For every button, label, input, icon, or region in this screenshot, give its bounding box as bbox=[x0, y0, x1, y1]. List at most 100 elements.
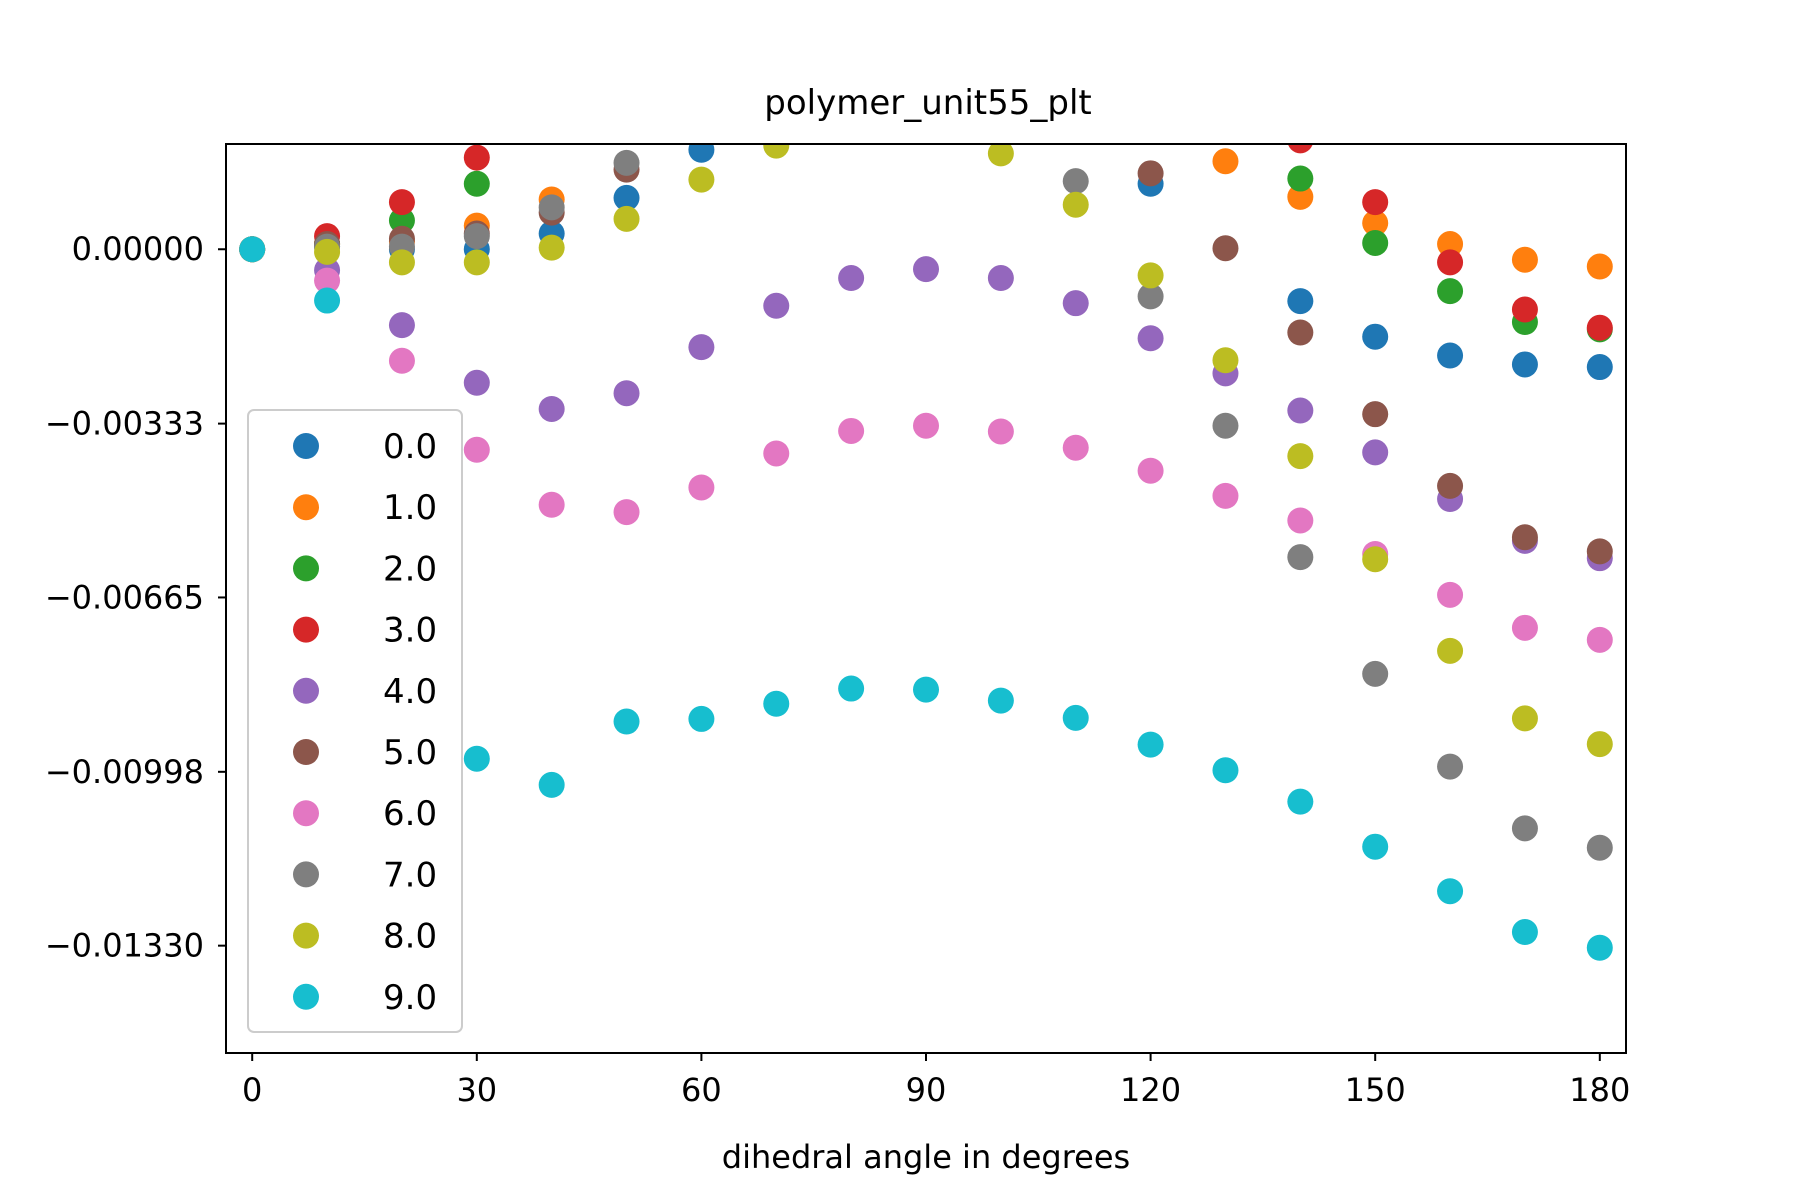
legend-marker-8 bbox=[293, 922, 319, 949]
data-point-series-6-9 bbox=[913, 412, 939, 439]
data-point-series-3-17 bbox=[1511, 296, 1538, 323]
data-point-series-8-16 bbox=[1437, 637, 1464, 664]
data-point-series-9-8 bbox=[838, 675, 865, 702]
data-point-series-6-7 bbox=[763, 440, 790, 467]
legend-label-7: 7.0 bbox=[383, 855, 437, 895]
legend-marker-4 bbox=[293, 677, 319, 704]
data-point-series-4-4 bbox=[538, 395, 565, 422]
data-point-series-9-7 bbox=[763, 690, 790, 717]
legend-label-4: 4.0 bbox=[383, 672, 437, 712]
data-point-series-3-18 bbox=[1586, 314, 1613, 341]
data-point-series-9-12 bbox=[1137, 731, 1164, 758]
data-point-series-7-4 bbox=[538, 194, 565, 221]
data-point-series-5-14 bbox=[1287, 319, 1314, 346]
y-axis-ticks: 0.00000 −0.00333 −0.00665 −0.00998 −0.01330 bbox=[45, 230, 226, 965]
data-point-series-0-18 bbox=[1586, 354, 1613, 381]
data-point-series-9-18 bbox=[1586, 934, 1613, 961]
data-point-series-4-3 bbox=[463, 369, 490, 396]
data-point-series-8-14 bbox=[1287, 443, 1314, 470]
y-tick-label-4: −0.01330 bbox=[45, 927, 204, 965]
legend-marker-0 bbox=[293, 433, 319, 459]
x-tick-label-1: 30 bbox=[456, 1071, 497, 1109]
data-point-series-0-14 bbox=[1287, 288, 1314, 315]
legend-marker-1 bbox=[293, 494, 319, 521]
data-point-series-8-13 bbox=[1212, 347, 1239, 374]
data-point-series-6-12 bbox=[1137, 457, 1164, 484]
data-point-series-5-15 bbox=[1362, 401, 1389, 428]
data-point-series-4-14 bbox=[1287, 397, 1314, 424]
data-point-series-7-18 bbox=[1586, 834, 1613, 861]
data-point-series-8-5 bbox=[613, 205, 640, 232]
legend: 0.0 1.0 2.0 3.0 4.0 5.0 6.0 7.0 8.0 9.0 bbox=[247, 409, 463, 1033]
data-point-series-1-18 bbox=[1586, 253, 1613, 280]
legend-label-0: 0.0 bbox=[383, 427, 437, 467]
y-tick-label-2: −0.00665 bbox=[45, 578, 204, 616]
data-point-series-5-18 bbox=[1586, 538, 1613, 565]
legend-label-9: 9.0 bbox=[383, 978, 437, 1018]
legend-marker-5 bbox=[293, 739, 319, 765]
data-point-series-0-16 bbox=[1437, 342, 1464, 369]
legend-label-5: 5.0 bbox=[383, 733, 437, 773]
x-tick-label-3: 90 bbox=[906, 1071, 947, 1109]
data-point-series-5-16 bbox=[1437, 472, 1464, 499]
data-point-series-0-5 bbox=[613, 184, 640, 211]
data-point-series-4-5 bbox=[613, 380, 640, 407]
data-point-series-8-17 bbox=[1511, 705, 1538, 732]
data-point-series-7-3 bbox=[463, 223, 490, 250]
x-axis-label: dihedral angle in degrees bbox=[722, 1138, 1130, 1176]
data-point-series-1-16 bbox=[1437, 231, 1464, 258]
data-point-series-2-15 bbox=[1362, 229, 1389, 256]
data-point-series-9-3 bbox=[463, 745, 490, 772]
data-point-series-1-13 bbox=[1212, 148, 1239, 175]
data-point-series-8-7 bbox=[763, 144, 790, 159]
data-point-series-2-3 bbox=[463, 170, 490, 197]
x-tick-label-0: 0 bbox=[242, 1071, 262, 1109]
data-point-series-7-15 bbox=[1362, 660, 1389, 687]
x-tick-label-6: 180 bbox=[1569, 1071, 1630, 1109]
data-point-series-8-18 bbox=[1586, 731, 1613, 758]
data-point-series-4-2 bbox=[388, 312, 415, 339]
data-point-series-4-15 bbox=[1362, 439, 1389, 466]
y-tick-label-0: 0.00000 bbox=[72, 230, 204, 268]
data-point-series-2-14 bbox=[1287, 165, 1314, 192]
data-point-series-8-15 bbox=[1362, 546, 1389, 573]
data-point-series-6-16 bbox=[1437, 581, 1464, 608]
x-tick-label-2: 60 bbox=[681, 1071, 722, 1109]
legend-label-6: 6.0 bbox=[383, 794, 437, 834]
legend-marker-7 bbox=[293, 861, 319, 888]
data-point-series-8-2 bbox=[388, 249, 415, 276]
x-axis-ticks: 0 30 60 90 120 150 180 bbox=[242, 1053, 1630, 1109]
data-point-series-9-10 bbox=[987, 687, 1014, 714]
data-point-series-4-12 bbox=[1137, 325, 1164, 352]
data-point-series-8-4 bbox=[538, 234, 565, 261]
legend-label-3: 3.0 bbox=[383, 611, 437, 651]
data-point-series-6-1 bbox=[314, 267, 341, 294]
data-point-series-7-5 bbox=[613, 149, 640, 176]
data-point-series-9-5 bbox=[613, 708, 640, 735]
data-point-series-8-1 bbox=[314, 238, 341, 265]
legend-marker-2 bbox=[293, 555, 319, 582]
data-point-series-9-15 bbox=[1362, 833, 1389, 860]
data-point-series-8-10 bbox=[987, 144, 1014, 167]
data-point-series-1-17 bbox=[1511, 246, 1538, 273]
data-point-series-3-3 bbox=[463, 144, 490, 171]
data-point-series-6-13 bbox=[1212, 482, 1239, 509]
data-point-series-9-14 bbox=[1287, 788, 1314, 815]
data-point-series-6-3 bbox=[463, 436, 490, 463]
legend-label-8: 8.0 bbox=[383, 917, 437, 957]
data-point-series-9-16 bbox=[1437, 878, 1464, 905]
data-point-series-6-18 bbox=[1586, 626, 1613, 653]
data-point-series-6-8 bbox=[838, 417, 865, 444]
data-point-series-7-11 bbox=[1062, 168, 1089, 195]
data-point-series-6-4 bbox=[538, 491, 565, 518]
y-tick-label-3: −0.00998 bbox=[45, 753, 204, 791]
legend-label-1: 1.0 bbox=[383, 488, 437, 528]
data-point-series-4-8 bbox=[838, 265, 865, 292]
data-point-series-3-16 bbox=[1437, 249, 1464, 276]
data-point-series-2-2 bbox=[388, 207, 415, 234]
data-point-series-9-4 bbox=[538, 771, 565, 798]
legend-marker-3 bbox=[293, 616, 319, 643]
x-tick-label-4: 120 bbox=[1120, 1071, 1181, 1109]
data-point-series-7-13 bbox=[1212, 412, 1239, 439]
data-point-series-0-17 bbox=[1511, 351, 1538, 378]
